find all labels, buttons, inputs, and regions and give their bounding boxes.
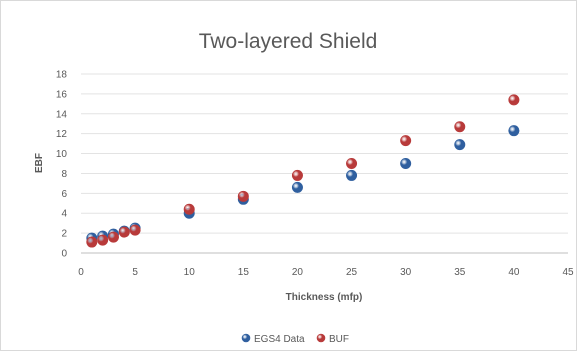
y-tick-label: 8 — [61, 169, 67, 180]
data-point — [454, 139, 466, 151]
data-point — [118, 226, 130, 238]
data-point — [107, 231, 119, 243]
x-tick-label: 30 — [400, 267, 412, 278]
y-tick-label: 16 — [56, 89, 68, 100]
x-tick-label: 15 — [238, 267, 250, 278]
x-axis-title: Thickness (mfp) — [286, 292, 363, 303]
x-tick-label: 45 — [562, 267, 574, 278]
data-point — [346, 169, 358, 181]
x-tick-label: 35 — [454, 267, 466, 278]
chart-title: Two-layered Shield — [199, 30, 378, 53]
data-point — [400, 135, 412, 147]
data-point — [183, 203, 195, 215]
series-buf — [86, 94, 520, 248]
legend-marker-egs4 — [241, 333, 251, 343]
data-point — [454, 121, 466, 133]
data-point — [291, 169, 303, 181]
x-tick-labels: 0 5 10 15 20 25 30 35 40 45 — [78, 267, 574, 278]
data-point — [86, 236, 98, 248]
y-tick-label: 4 — [61, 209, 67, 220]
x-tick-label: 40 — [508, 267, 520, 278]
data-point — [400, 158, 412, 170]
y-tick-label: 2 — [61, 229, 67, 240]
data-point — [97, 234, 109, 246]
y-tick-label: 12 — [56, 129, 68, 140]
gridlines — [81, 73, 568, 234]
y-tick-label: 14 — [56, 109, 68, 120]
data-point — [508, 125, 520, 137]
data-point — [129, 224, 141, 236]
data-point — [346, 158, 358, 170]
x-tick-label: 5 — [132, 267, 138, 278]
y-axis-title: EBF — [34, 153, 45, 173]
y-tick-label: 6 — [61, 189, 67, 200]
data-point — [237, 190, 249, 202]
legend-label-egs4: EGS4 Data — [254, 334, 305, 345]
x-tick-label: 10 — [184, 267, 196, 278]
y-tick-label: 10 — [56, 149, 68, 160]
series-egs4-data — [86, 125, 520, 244]
legend-marker-buf — [316, 333, 326, 343]
data-point — [291, 181, 303, 193]
x-tick-label: 25 — [346, 267, 358, 278]
legend-label-buf: BUF — [329, 334, 349, 345]
series-points — [86, 94, 520, 248]
y-tick-labels: 0 2 4 6 8 10 12 14 16 18 — [56, 70, 68, 260]
legend: EGS4 Data BUF — [241, 333, 349, 345]
y-tick-label: 0 — [61, 249, 67, 260]
x-tick-label: 0 — [78, 267, 84, 278]
data-point — [508, 94, 520, 106]
x-tick-label: 20 — [292, 267, 304, 278]
y-tick-label: 18 — [56, 70, 68, 81]
